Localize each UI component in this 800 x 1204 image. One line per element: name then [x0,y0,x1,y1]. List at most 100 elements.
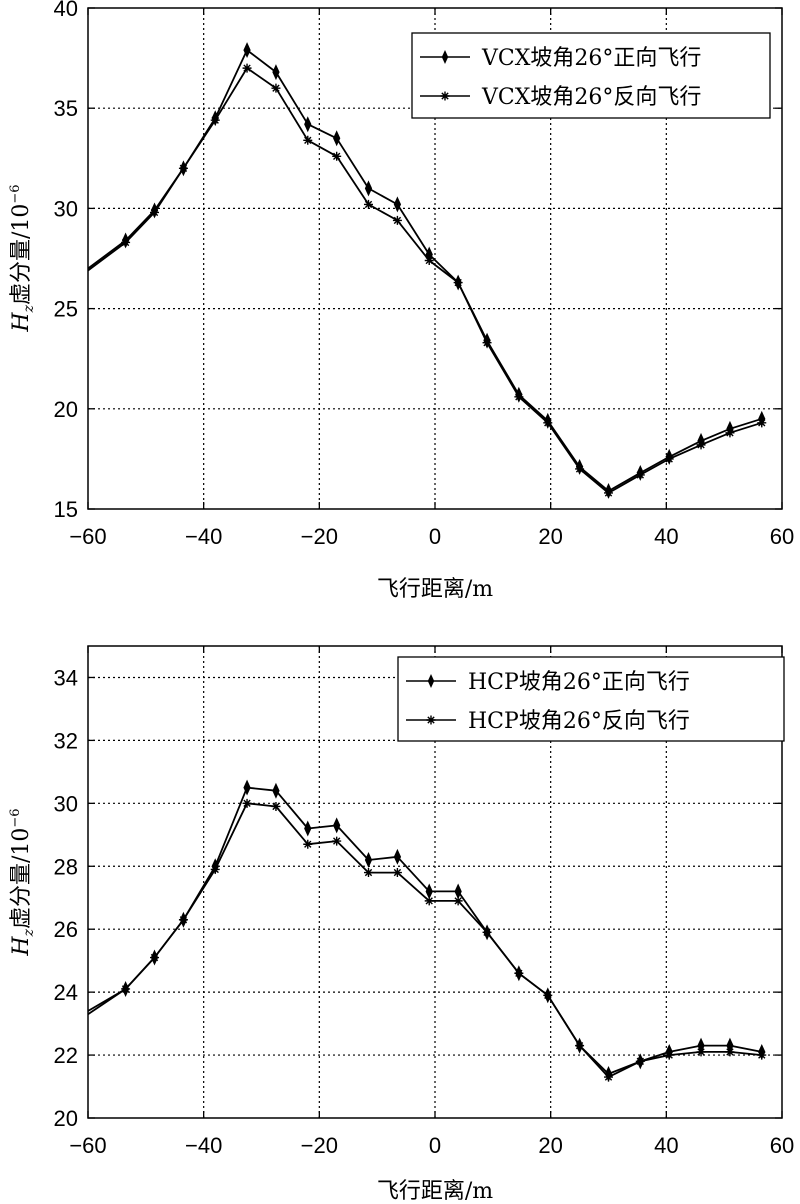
vcx-chart: 15 20 25 30 35 40 −60 −40 −20 0 20 40 60 飞行距离/m Hz虚… [8,0,794,602]
y-tick-label: 25 [54,297,78,322]
y-tick-label: 32 [54,728,78,753]
legend-label-reverse: VCX坡角26°反向飞行 [481,85,701,110]
data-point-reverse [150,207,160,217]
data-point-reverse [575,1041,585,1051]
data-point-reverse [242,798,252,808]
legend-label-forward: HCP坡角26°正向飞行 [468,670,690,695]
y-tick-label: 34 [54,665,78,690]
data-point-reverse [121,237,131,247]
data-point-reverse [392,868,402,878]
data-point-reverse [150,953,160,963]
y-axis-label: Hz虚分量/10−6 [8,808,37,956]
data-point-forward [393,196,402,213]
data-point-forward [272,782,280,799]
data-point-forward [425,883,433,900]
data-point-forward [364,180,373,197]
data-point-forward [454,883,462,900]
y-tick-label: 24 [54,980,78,1005]
x-axis-label: 飞行距离/m [377,1179,493,1204]
data-point-reverse [514,392,524,402]
y-tick-label: 30 [54,196,78,221]
data-point-reverse [363,868,373,878]
x-tick-label: 40 [654,524,678,549]
data-point-reverse [514,968,524,978]
y-tick-labels: 20 22 24 26 28 30 32 34 [54,665,78,1131]
data-point-reverse [453,278,463,288]
x-tick-label: 0 [429,1133,441,1158]
data-point-reverse [635,470,645,480]
data-point-reverse [210,115,220,125]
hcp-chart: 20 22 24 26 28 30 32 34 −60 −40 −20 0 20 40 60 飞行距离/m… [8,645,794,1204]
series-layer [87,42,767,499]
data-point-reverse [271,801,281,811]
data-point-reverse [392,215,402,225]
y-tick-label: 35 [54,96,78,121]
data-point-forward [243,42,251,59]
data-point-reverse [696,1047,706,1057]
y-tick-label: 20 [54,397,78,422]
legend-marker-forward [427,674,435,688]
data-point-reverse [178,915,188,925]
data-point-reverse [664,1050,674,1060]
legend-marker-reverse [440,91,450,101]
legend-label-forward: VCX坡角26°正向飞行 [481,46,701,71]
y-tick-labels: 15 20 25 30 35 40 [54,0,78,522]
data-point-forward [333,130,341,147]
legend: HCP坡角26°正向飞行 HCP坡角26°反向飞行 [397,656,785,742]
y-axis-var: H [9,312,34,333]
data-point-forward [393,848,402,865]
y-tick-label: 26 [54,917,78,942]
x-tick-label: −60 [69,524,106,549]
data-point-reverse [604,488,613,498]
legend-label-reverse: HCP坡角26°反向飞行 [468,709,690,734]
x-tick-label: 0 [429,524,441,549]
data-point-reverse [178,163,188,173]
data-point-reverse [725,428,735,438]
x-tick-label: 40 [654,1133,678,1158]
data-point-reverse [210,864,220,874]
data-point-forward [304,116,312,133]
data-point-reverse [482,927,492,937]
data-point-reverse [757,1050,767,1060]
series-line-0 [87,786,762,1075]
x-tick-label: 60 [770,524,794,549]
data-point-reverse [725,1047,735,1057]
data-point-reverse [332,836,342,846]
x-tick-label: −40 [185,1133,222,1158]
data-point-reverse [757,418,767,428]
y-axis-sub: z [21,928,37,937]
x-axis-label: 飞行距离/m [377,577,493,602]
data-point-reverse [271,83,281,93]
y-axis-text: 虚分量/10 [9,828,34,929]
grid-lines [88,646,782,1118]
y-tick-label: 28 [54,854,78,879]
x-tick-label: 60 [770,1133,794,1158]
data-point-reverse [575,464,585,474]
x-tick-labels: −60 −40 −20 0 20 40 60 [69,524,794,549]
tick-marks [87,7,783,510]
data-point-reverse [543,418,553,428]
x-tick-label: −20 [301,524,338,549]
y-tick-label: 15 [54,497,78,522]
data-point-forward [304,820,312,837]
data-point-reverse [635,1056,645,1066]
data-point-reverse [424,256,434,266]
legend-marker-forward [441,50,449,64]
y-axis-label: Hz虚分量/10−6 [8,184,37,332]
legend-box [411,32,771,119]
data-point-forward [243,779,251,796]
data-point-forward [333,817,341,834]
data-point-reverse [303,135,313,145]
data-point-reverse [121,984,131,994]
data-point-reverse [482,338,492,348]
y-axis-sup: −6 [8,184,23,203]
legend-marker-reverse [426,715,436,725]
series-layer [87,779,767,1082]
x-tick-label: −20 [301,1133,338,1158]
y-axis-sub: z [21,304,37,313]
series-line-1 [87,67,763,494]
legend-box [397,656,785,742]
data-point-forward [272,64,280,81]
y-axis-text: 虚分量/10 [9,204,34,305]
x-tick-label: −40 [185,524,222,549]
